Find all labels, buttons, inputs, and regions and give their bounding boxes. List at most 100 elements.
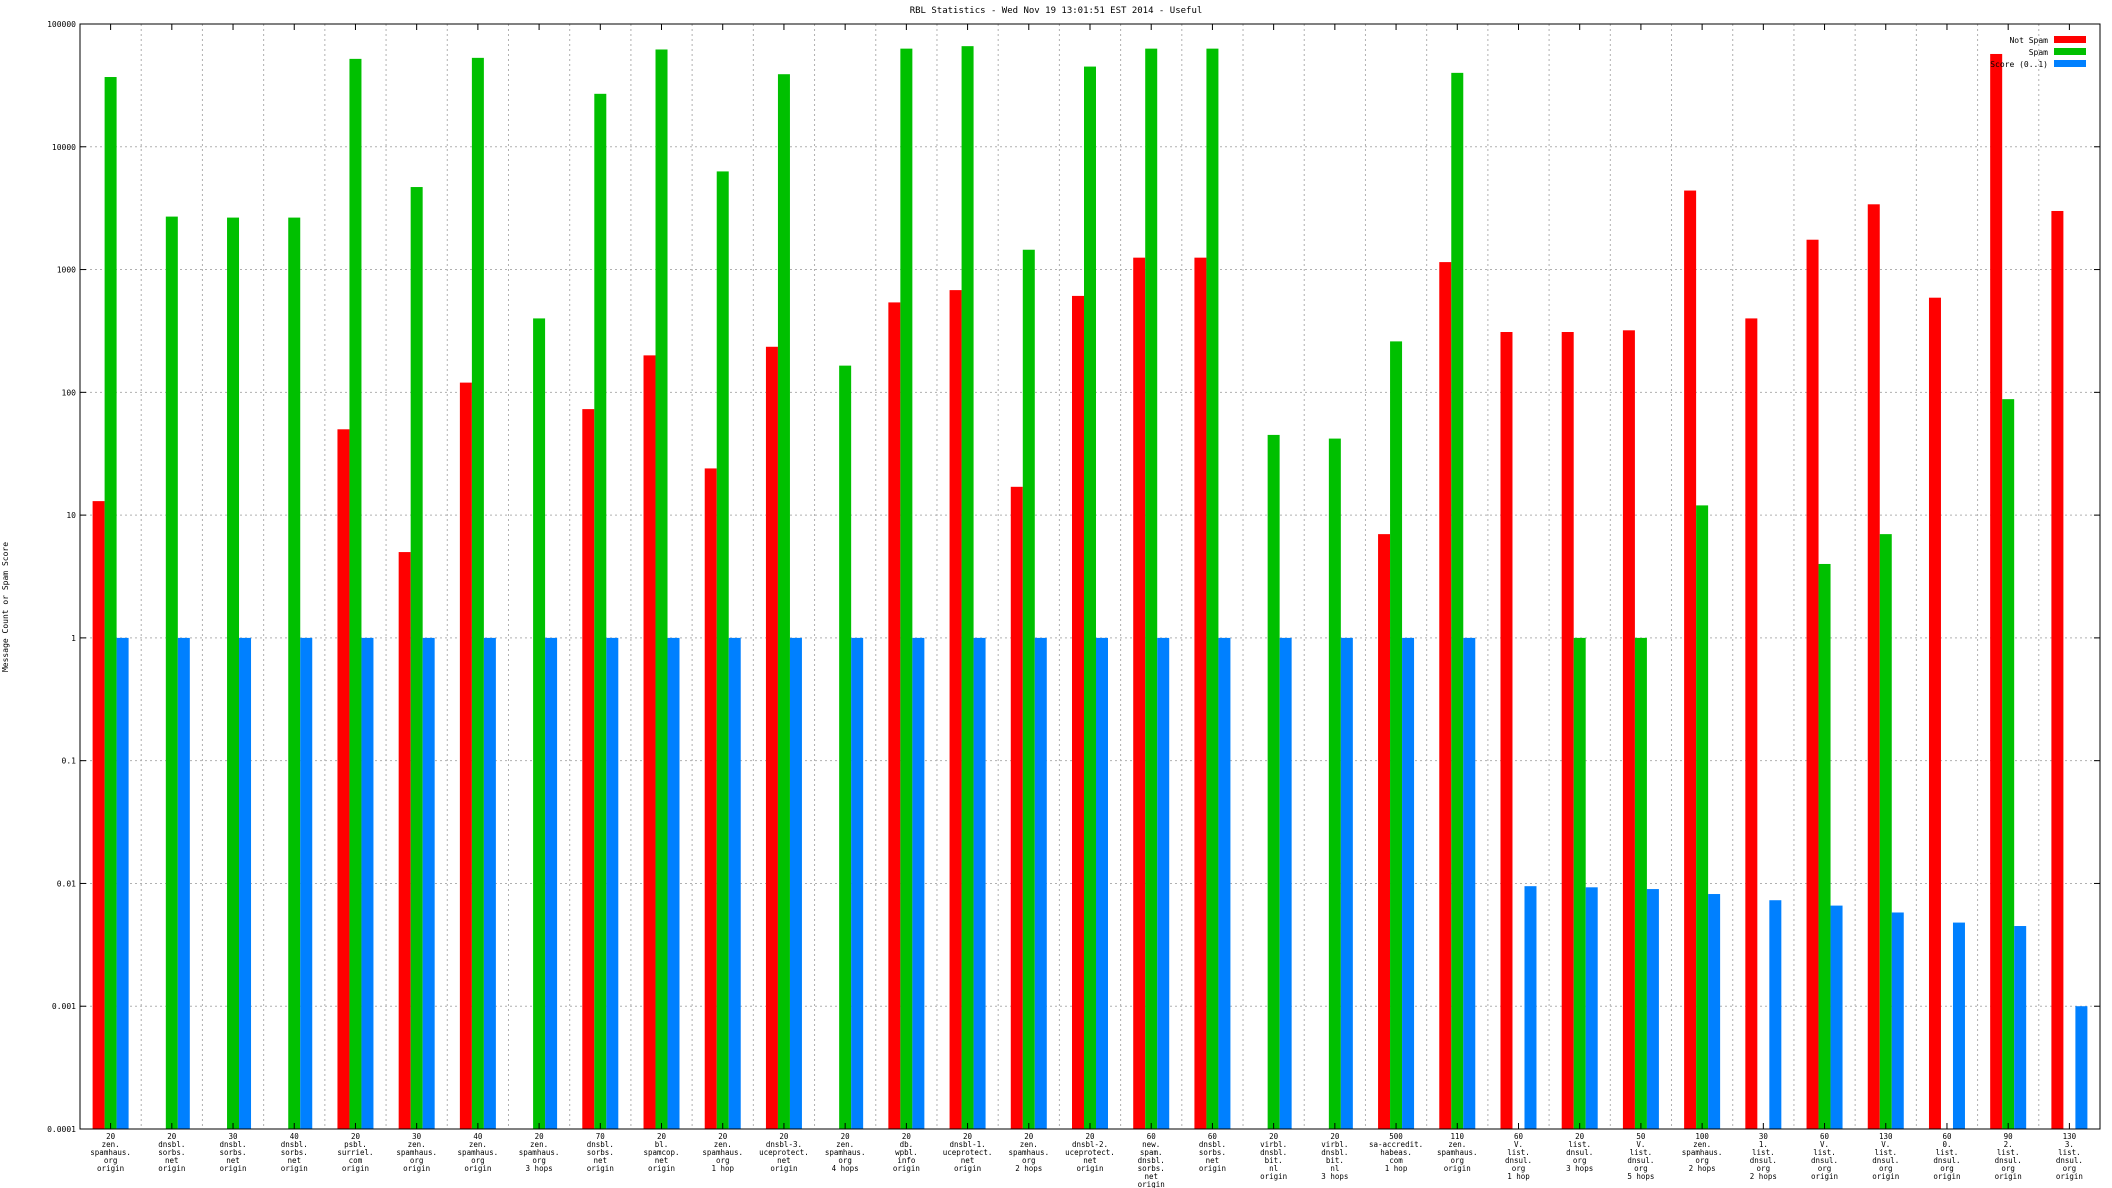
x-category-label: dnsbl. [1321, 1148, 1348, 1157]
x-category-label: origin [158, 1164, 185, 1173]
x-category-label: zen. [1448, 1140, 1466, 1149]
x-category-label: sorbs. [587, 1148, 614, 1157]
bar-score [1218, 637, 1231, 1129]
x-category-label: spam. [1140, 1148, 1163, 1157]
x-category-label: list. [1568, 1140, 1591, 1149]
x-category-label: spamhaus. [1008, 1148, 1049, 1157]
bar-spam [227, 217, 240, 1130]
x-category-label: psbl. [344, 1140, 367, 1149]
x-category-label: org [1818, 1164, 1832, 1173]
x-category-label: sa-accredit. [1369, 1140, 1423, 1149]
bar-not [1806, 239, 1819, 1129]
x-category-label: org [1022, 1156, 1036, 1165]
bar-not [704, 468, 717, 1129]
bar-score [177, 637, 190, 1129]
x-category-label: V. [1636, 1140, 1645, 1149]
x-category-label: 40 [473, 1132, 483, 1141]
x-category-label: nl [1269, 1164, 1278, 1173]
bar-not [1745, 318, 1758, 1129]
x-category-label: dnsbl. [1138, 1156, 1165, 1165]
x-category-label: origin [1260, 1172, 1287, 1181]
bar-score [1708, 894, 1721, 1129]
x-category-label: sorbs. [281, 1148, 308, 1157]
x-category-label: dnsul. [1872, 1156, 1899, 1165]
x-category-label: sorbs. [1199, 1148, 1226, 1157]
bar-spam [1084, 66, 1096, 1130]
x-category-label: net [226, 1156, 240, 1165]
bar-spam [1879, 534, 1892, 1129]
x-category-label: zen. [714, 1140, 732, 1149]
bar-score [1340, 637, 1353, 1129]
x-category-label: 30 [229, 1132, 239, 1141]
x-category-label: list. [1752, 1148, 1775, 1157]
bar-score [851, 637, 864, 1129]
x-category-label: com [1389, 1156, 1403, 1165]
x-category-label: dnsbl. [587, 1140, 614, 1149]
x-category-label: net [287, 1156, 301, 1165]
bar-not [92, 501, 105, 1129]
bar-spam [1022, 249, 1035, 1129]
x-category-label: 100 [1695, 1132, 1709, 1141]
x-category-label: V. [1820, 1140, 1829, 1149]
x-category-label: dnsbl-3. [766, 1140, 802, 1149]
bar-spam [1206, 48, 1219, 1130]
x-category-label: 2 hops [1689, 1164, 1716, 1173]
y-tick-label: 0.0001 [47, 1125, 76, 1134]
x-category-label: 60 [1820, 1132, 1830, 1141]
bar-score [1034, 637, 1047, 1129]
x-category-label: db. [900, 1140, 914, 1149]
legend-label: Spam [2029, 48, 2048, 57]
x-category-label: org [532, 1156, 546, 1165]
bar-score [483, 637, 496, 1129]
bar-not [765, 346, 778, 1130]
x-category-label: spamhaus. [702, 1148, 743, 1157]
x-category-label: zen. [1693, 1140, 1711, 1149]
x-category-label: 500 [1389, 1132, 1403, 1141]
x-category-label: origin [1995, 1172, 2022, 1181]
x-category-label: 1 hop [1507, 1172, 1530, 1181]
bar-score [1279, 637, 1292, 1129]
x-category-label: 30 [1759, 1132, 1769, 1141]
x-category-label: net [165, 1156, 179, 1165]
x-category-label: dnsbl. [281, 1140, 308, 1149]
x-category-label: dnsul. [1995, 1156, 2022, 1165]
bar-not [1010, 486, 1023, 1129]
bar-not [949, 290, 962, 1129]
x-category-label: origin [342, 1164, 369, 1173]
x-category-label: 1 hop [1385, 1164, 1408, 1173]
x-category-label: origin [1199, 1164, 1226, 1173]
x-category-label: spamhaus. [396, 1148, 437, 1157]
bar-spam [165, 216, 178, 1129]
bar-score [2014, 926, 2027, 1129]
x-category-label: dnsbl-2. [1072, 1140, 1108, 1149]
x-category-label: org [1940, 1164, 1954, 1173]
x-category-label: habeas. [1380, 1148, 1412, 1157]
x-category-label: dnsul. [1505, 1156, 1532, 1165]
x-category-label: 20 [779, 1132, 789, 1141]
legend-swatch [2054, 60, 2086, 67]
x-category-label: list. [1813, 1148, 1836, 1157]
x-category-label: org [2063, 1164, 2077, 1173]
bar-score [422, 637, 435, 1129]
bar-spam [1390, 341, 1403, 1130]
y-tick-label: 0.1 [62, 757, 77, 766]
x-category-label: uceprotect. [1065, 1148, 1115, 1157]
x-category-label: 20 [718, 1132, 728, 1141]
x-category-label: surriel. [337, 1148, 373, 1157]
bar-not [888, 302, 901, 1130]
x-category-label: bit. [1326, 1156, 1344, 1165]
x-category-label: origin [954, 1164, 981, 1173]
x-category-label: list. [2058, 1148, 2081, 1157]
x-category-label: list. [1874, 1148, 1897, 1157]
bar-not [1194, 257, 1207, 1129]
x-category-label: origin [403, 1164, 430, 1173]
x-category-label: 20 [902, 1132, 912, 1141]
x-category-label: 3 hops [1566, 1164, 1593, 1173]
x-category-label: 5 hops [1627, 1172, 1654, 1181]
y-axis-label: Message Count or Spam Score [1, 542, 10, 672]
x-category-label: 20 [1575, 1132, 1585, 1141]
bar-spam [471, 57, 484, 1130]
x-category-label: list. [1507, 1148, 1530, 1157]
x-category-label: list. [1936, 1148, 1959, 1157]
bar-spam [1267, 434, 1280, 1129]
